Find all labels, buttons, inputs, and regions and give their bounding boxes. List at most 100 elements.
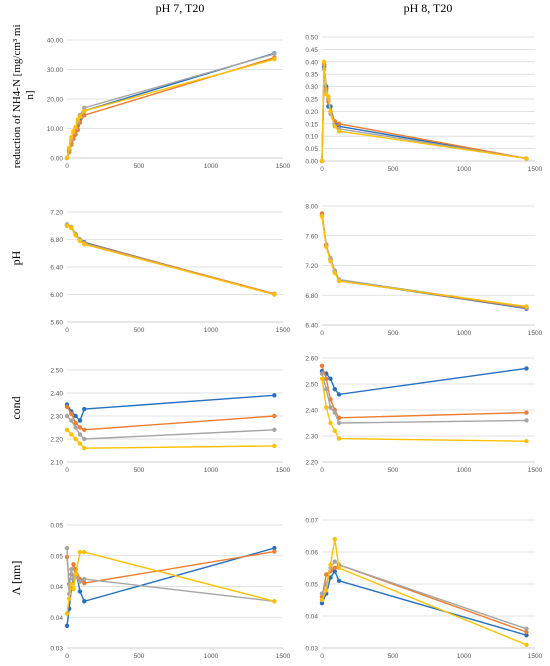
y-tick-label: 6.40 (50, 265, 63, 272)
data-point (336, 129, 342, 134)
data-point (319, 158, 325, 164)
y-tick-label: 6.80 (50, 237, 63, 244)
x-tick-label: 1500 (528, 467, 543, 474)
data-point (328, 376, 333, 381)
data-point (64, 404, 70, 409)
panel-0: 0.00 10.00 20.00 30.00 40.00 0 500 1000 1500 (47, 38, 291, 171)
y-tick-label: 0.05 (50, 553, 63, 560)
y-tick-label: 2.20 (305, 460, 318, 467)
data-point (82, 576, 87, 582)
data-point (69, 411, 74, 416)
data-point (272, 413, 277, 419)
data-point (82, 549, 87, 555)
x-tick-label: 500 (388, 166, 399, 173)
data-point (319, 597, 325, 603)
data-point (82, 406, 87, 412)
data-point (82, 446, 87, 451)
data-point (272, 443, 277, 449)
series-line-3 (321, 216, 527, 308)
x-tick-label: 500 (134, 467, 145, 474)
data-point (272, 393, 277, 398)
data-point (77, 425, 83, 430)
data-point (82, 436, 87, 442)
data-point (332, 569, 337, 574)
y-tick-label: 7.60 (305, 233, 318, 240)
data-point (328, 405, 333, 410)
data-point (73, 425, 78, 430)
y-tick-label: 0.03 (50, 646, 63, 653)
data-point (336, 436, 342, 441)
x-tick-label: 0 (320, 330, 324, 337)
row-label-lambda: Λ [nm] (9, 561, 23, 596)
x-tick-label: 500 (388, 653, 399, 660)
data-point (524, 366, 529, 371)
y-tick-label: 0.05 (305, 582, 318, 589)
data-point (71, 586, 76, 592)
data-point (73, 420, 78, 426)
series-line-3 (66, 58, 275, 159)
data-point (336, 578, 342, 583)
data-point (64, 427, 70, 432)
data-point (336, 565, 342, 571)
data-point (328, 562, 333, 567)
data-point (71, 129, 76, 134)
y-tick-label: 0.35 (305, 72, 318, 79)
data-point (69, 225, 74, 231)
data-point (524, 633, 529, 638)
y-tick-label: 2.50 (305, 382, 318, 389)
data-point (319, 214, 325, 219)
series-line-0 (66, 224, 275, 296)
x-tick-label: 1500 (276, 653, 291, 660)
data-point (332, 410, 337, 415)
data-point (82, 113, 87, 118)
y-tick-label: 0.25 (305, 97, 318, 104)
column-title-ph8: pH 8, T20 (404, 1, 453, 15)
data-point (272, 56, 277, 62)
x-tick-label: 0 (65, 467, 69, 474)
data-point (332, 565, 337, 571)
data-point (69, 567, 74, 572)
data-point (328, 575, 333, 580)
data-point (336, 278, 342, 284)
data-point (82, 108, 87, 114)
series-line-2 (66, 223, 275, 296)
data-point (524, 439, 529, 444)
data-point (272, 549, 277, 554)
series-line-0 (66, 52, 275, 159)
data-point (66, 596, 72, 601)
data-point (524, 418, 529, 423)
y-tick-label: 0.15 (305, 121, 318, 128)
x-tick-label: 1000 (204, 467, 219, 474)
y-tick-label: 0.07 (305, 518, 318, 525)
series-line-2 (321, 69, 527, 162)
data-point (319, 591, 325, 596)
y-tick-label: 40.00 (47, 38, 64, 45)
data-point (328, 258, 333, 264)
y-tick-label: 7.20 (50, 210, 63, 217)
y-tick-label: 2.30 (305, 434, 318, 441)
data-point (326, 94, 331, 99)
data-point (64, 623, 70, 629)
row-label-reduction-line2: n] (24, 90, 36, 99)
data-point (324, 405, 329, 410)
panel-6: 0.03 0.04 0.04 0.05 0.05 0 500 1000 1500 (50, 523, 290, 661)
data-point (64, 223, 70, 228)
data-point (71, 562, 76, 567)
data-point (524, 304, 529, 309)
data-point (82, 427, 87, 432)
x-tick-label: 1500 (276, 327, 291, 334)
y-tick-label: 10.00 (47, 126, 64, 133)
series-line-3 (66, 225, 275, 296)
y-tick-label: 6.00 (50, 292, 63, 299)
series-line-0 (321, 214, 527, 310)
data-point (77, 114, 83, 119)
data-point (336, 420, 342, 426)
data-point (328, 420, 333, 426)
x-tick-label: 500 (134, 653, 145, 660)
x-tick-label: 500 (134, 327, 145, 334)
x-tick-label: 1000 (457, 467, 472, 474)
x-tick-label: 1000 (457, 653, 472, 660)
y-tick-label: 6.80 (305, 293, 318, 300)
y-tick-label: 2.10 (50, 460, 63, 467)
